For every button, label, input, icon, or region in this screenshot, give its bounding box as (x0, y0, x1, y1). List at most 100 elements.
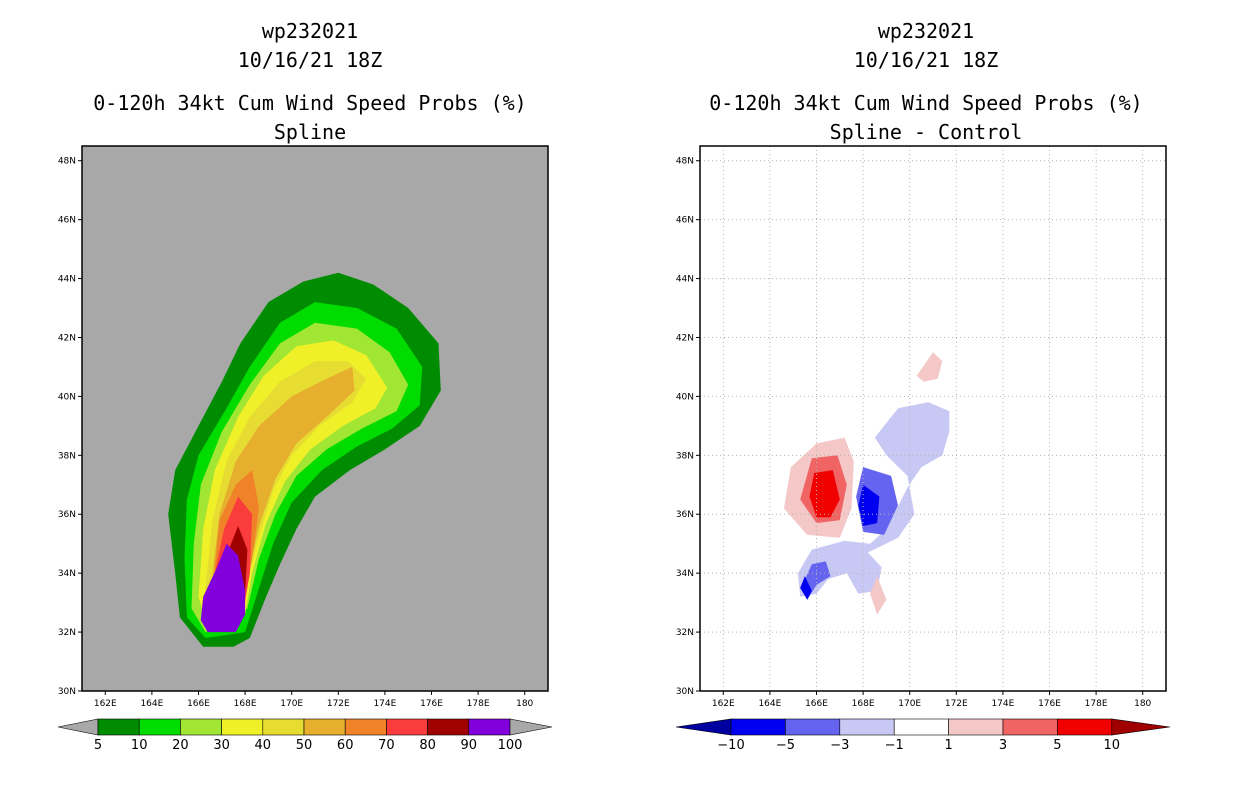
right-storm-id: wp232021 (877, 19, 975, 43)
x-tick-label: 172E (945, 699, 968, 709)
colorbar-swatch (1057, 718, 1113, 736)
colorbar-label: 50 (296, 738, 313, 753)
plot-frame (699, 145, 1167, 692)
y-tick-label: 48N (58, 157, 76, 167)
y-tick-label: 44N (676, 275, 694, 285)
x-tick-label: 170E (898, 699, 921, 709)
x-tick-label: 174E (991, 699, 1014, 709)
y-tick-label: 40N (58, 392, 76, 402)
x-tick-label: 168E (852, 699, 875, 709)
y-tick-label: 42N (58, 333, 76, 343)
colorbar-swatch (948, 718, 1004, 736)
x-tick-label: 172E (327, 699, 350, 709)
x-tick-label: 168E (234, 699, 257, 709)
y-tick-label: 48N (676, 157, 694, 167)
x-tick-label: 180 (1134, 699, 1151, 709)
x-tick-label: 174E (373, 699, 396, 709)
colorbar-label: 100 (498, 738, 523, 753)
x-tick-label: 162E (712, 699, 735, 709)
x-tick-label: 164E (758, 699, 781, 709)
y-tick-label: 42N (676, 333, 694, 343)
colorbar-lower-extend (57, 718, 99, 736)
colorbar-swatch (180, 718, 222, 736)
colorbar-upper-extend (509, 718, 553, 736)
colorbar-swatch (785, 718, 841, 736)
y-tick-label: 46N (58, 216, 76, 226)
colorbar-label: 1 (944, 738, 952, 753)
colorbar-label: 60 (337, 738, 354, 753)
colorbar-label: 5 (94, 738, 102, 753)
colorbar-swatch (221, 718, 264, 736)
y-tick-label: 30N (676, 687, 694, 697)
x-tick-label: 170E (280, 699, 303, 709)
y-tick-label: 36N (58, 510, 76, 520)
plot-frame (81, 145, 549, 692)
contour-1-8 (916, 352, 943, 382)
colorbar-swatch (138, 718, 181, 736)
colorbar-swatch (262, 718, 305, 736)
right-chart-title: 0-120h 34kt Cum Wind Speed Probs (%) (709, 91, 1143, 115)
y-tick-label: 44N (58, 275, 76, 285)
left-datetime: 10/16/21 18Z (237, 48, 383, 72)
x-tick-label: 166E (805, 699, 828, 709)
left-chart: 162E 164E 166E 168E 170E 172E 174E 176E 178E 180 3… (58, 145, 549, 709)
right-colorbar: −10 −5 −3 −1 1 3 5 10 (675, 718, 1171, 753)
contour--5-4 (800, 576, 812, 600)
y-tick-label: 34N (58, 569, 76, 579)
x-tick-label: 166E (187, 699, 210, 709)
left-chart-title: 0-120h 34kt Cum Wind Speed Probs (%) (93, 91, 527, 115)
y-tick-label: 40N (676, 392, 694, 402)
colorbar-swatch (1002, 718, 1058, 736)
colorbar-label: 10 (131, 738, 148, 753)
contour-layer (168, 272, 441, 647)
contour--1-0 (797, 402, 950, 597)
colorbar-swatch (893, 718, 949, 736)
colorbar-swatch (303, 718, 346, 736)
colorbar-label: 20 (172, 738, 189, 753)
x-tick-label: 176E (420, 699, 443, 709)
colorbar-swatch (839, 718, 895, 736)
contour-layer (783, 352, 950, 615)
colorbar-label: 90 (461, 738, 478, 753)
left-colorbar: 5 10 20 30 40 50 60 70 80 90 100 (57, 718, 553, 753)
y-tick-label: 36N (676, 510, 694, 520)
y-tick-label: 38N (58, 451, 76, 461)
colorbar-upper-extend (1111, 718, 1171, 736)
colorbar-swatch (468, 718, 511, 736)
x-tick-label: 180 (516, 699, 533, 709)
y-tick-label: 30N (58, 687, 76, 697)
y-tick-label: 34N (676, 569, 694, 579)
colorbar-swatch (427, 718, 470, 736)
colorbar-label: 5 (1053, 738, 1061, 753)
x-tick-label: 176E (1038, 699, 1061, 709)
y-tick-label: 32N (676, 628, 694, 638)
colorbar-lower-extend (675, 718, 732, 736)
contour-5-7 (809, 470, 840, 518)
left-storm-id: wp232021 (261, 19, 359, 43)
colorbar-label: 3 (999, 738, 1007, 753)
y-tick-label: 32N (58, 628, 76, 638)
colorbar-label: 40 (255, 738, 272, 753)
right-chart: 162E 164E 166E 168E 170E 172E 174E 176E 178E 180 3… (676, 145, 1167, 709)
y-tick-label: 38N (676, 451, 694, 461)
contour-1-9 (870, 576, 887, 615)
x-tick-label: 178E (1085, 699, 1108, 709)
colorbar-label: −1 (885, 738, 904, 753)
left-chart-subtitle: Spline (273, 120, 347, 144)
x-tick-label: 178E (467, 699, 490, 709)
x-tick-label: 164E (140, 699, 163, 709)
colorbar-label: −5 (776, 738, 795, 753)
colorbar-label: −3 (830, 738, 849, 753)
colorbar-label: 10 (1104, 738, 1121, 753)
right-chart-subtitle: Spline - Control (829, 120, 1023, 144)
x-tick-label: 162E (94, 699, 117, 709)
colorbar-swatch (730, 718, 786, 736)
right-datetime: 10/16/21 18Z (853, 48, 999, 72)
colorbar-swatch (97, 718, 140, 736)
colorbar-label: 30 (213, 738, 230, 753)
colorbar-label: 80 (419, 738, 436, 753)
colorbar-label: 70 (378, 738, 395, 753)
colorbar-label: −10 (717, 738, 744, 753)
colorbar-swatch (386, 718, 428, 736)
